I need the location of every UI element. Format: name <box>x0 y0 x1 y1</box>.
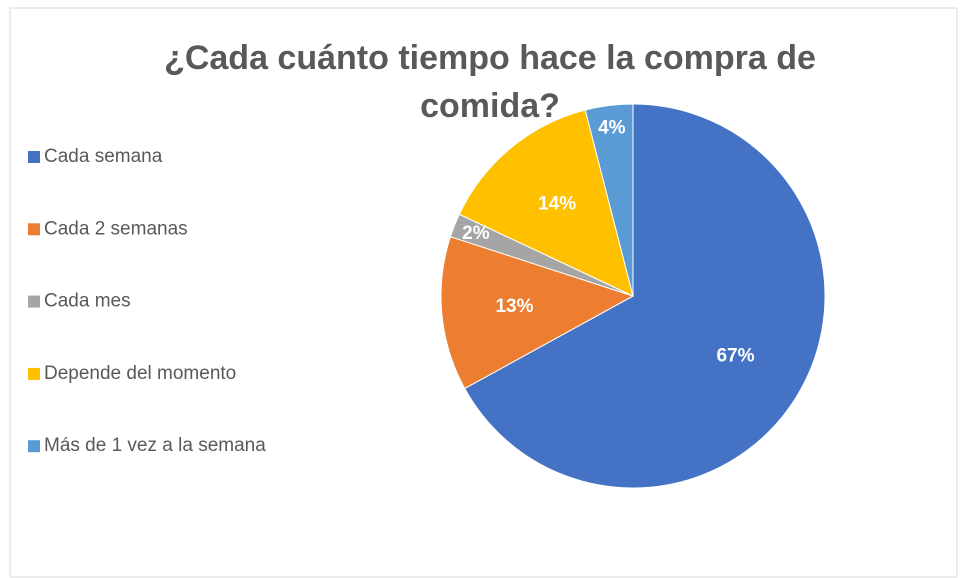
legend-swatch <box>28 223 40 236</box>
pie-slice <box>458 109 634 297</box>
data-label: 67% <box>716 346 754 367</box>
data-label: 2% <box>462 223 490 244</box>
pie-slice <box>584 103 634 297</box>
data-label: 13% <box>495 296 533 317</box>
legend-label: Cada mes <box>44 291 131 312</box>
legend-label: Depende del momento <box>44 363 236 384</box>
legend-swatch <box>28 151 40 163</box>
chart-title: ¿Cada cuánto tiempo hace la compra de com… <box>164 39 816 125</box>
legend-label: Cada 2 semanas <box>44 218 188 239</box>
legend-label: Cada semana <box>44 146 163 167</box>
data-label: 14% <box>538 193 576 214</box>
legend-swatch <box>28 440 40 453</box>
legend-swatch <box>28 367 40 380</box>
data-label: 4% <box>598 117 626 138</box>
pie-slice <box>464 103 826 489</box>
legend-label: Más de 1 vez a la semana <box>44 435 266 456</box>
pie-slice <box>440 236 635 390</box>
legend-swatch <box>28 295 40 308</box>
